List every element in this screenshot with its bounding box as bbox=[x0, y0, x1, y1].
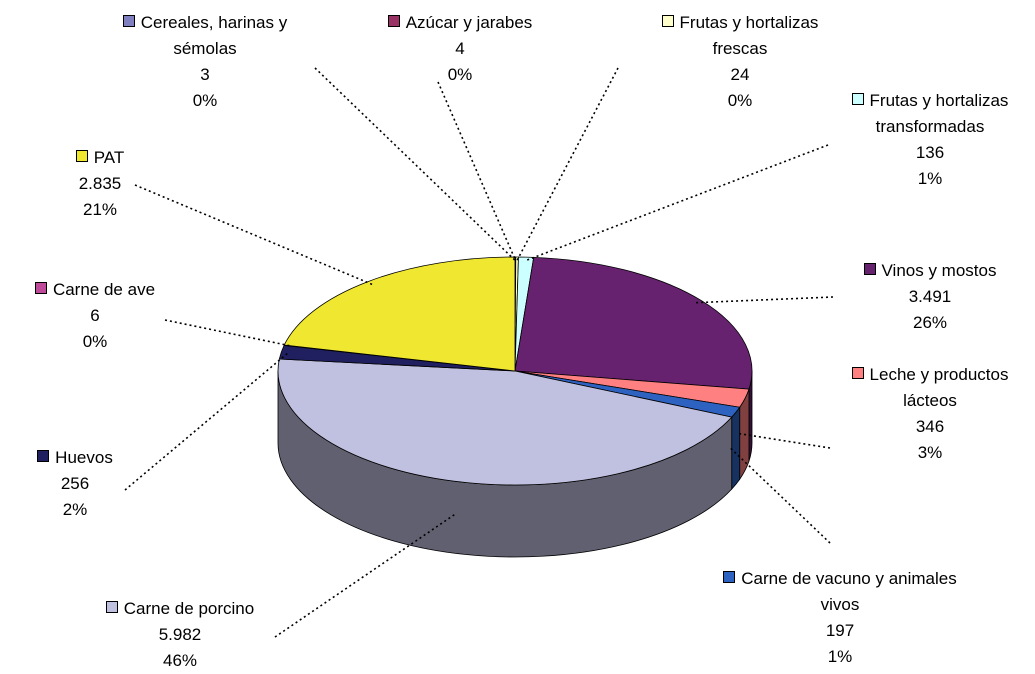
leader-line bbox=[124, 352, 289, 491]
legend-entry: Frutas y hortalizas transformadas bbox=[825, 88, 1035, 140]
data-label: Carne de vacuno y animales vivos 197 1% bbox=[720, 566, 960, 670]
data-label: Carne de ave 6 0% bbox=[5, 277, 185, 355]
value-label: 2.835 bbox=[78, 174, 122, 193]
value-label: 3.491 bbox=[908, 287, 952, 306]
leader-line bbox=[728, 446, 831, 544]
data-label: Frutas y hortalizas transformadas 136 1% bbox=[825, 88, 1035, 192]
slice bbox=[283, 256, 516, 372]
value-label: 24 bbox=[730, 65, 750, 84]
data-label: Vinos y mostos 3.491 26% bbox=[830, 258, 1030, 336]
legend-swatch bbox=[863, 263, 876, 275]
legend-entry: Carne de vacuno y animales vivos bbox=[720, 566, 960, 618]
percent-label: 2% bbox=[62, 500, 88, 519]
category-label: Frutas y hortalizas transformadas bbox=[869, 91, 1009, 136]
legend-swatch bbox=[851, 93, 864, 105]
leader-line bbox=[738, 432, 831, 449]
legend-entry: Frutas y hortalizas frescas bbox=[640, 10, 840, 62]
legend-swatch bbox=[723, 571, 736, 583]
legend-entry: Vinos y mostos bbox=[830, 258, 1030, 284]
percent-label: 21% bbox=[82, 200, 118, 219]
legend-entry: Huevos bbox=[0, 445, 150, 471]
leader-line bbox=[164, 319, 292, 347]
value-label: 5.982 bbox=[158, 625, 202, 644]
leader-line bbox=[274, 513, 457, 638]
leader-line bbox=[437, 81, 517, 261]
percent-label: 1% bbox=[827, 647, 853, 666]
value-label: 136 bbox=[915, 143, 945, 162]
percent-label: 1% bbox=[917, 169, 943, 188]
legend-swatch bbox=[34, 282, 47, 294]
slice bbox=[277, 358, 733, 486]
value-label: 4 bbox=[455, 39, 465, 58]
legend-swatch bbox=[387, 15, 400, 27]
data-label: Carne de porcino 5.982 46% bbox=[60, 596, 300, 674]
data-label: Frutas y hortalizas frescas 24 0% bbox=[640, 10, 840, 114]
legend-entry: Carne de ave bbox=[5, 277, 185, 303]
legend-entry: Leche y productos lácteos bbox=[825, 362, 1035, 414]
percent-label: 0% bbox=[447, 65, 473, 84]
data-label: Azúcar y jarabes 4 0% bbox=[360, 10, 560, 88]
legend-swatch bbox=[122, 15, 135, 27]
leader-line bbox=[525, 144, 829, 262]
category-label: Cereales, harinas y sémolas bbox=[140, 13, 288, 58]
value-label: 346 bbox=[915, 417, 945, 436]
legend-entry: Azúcar y jarabes bbox=[360, 10, 560, 36]
leader-line bbox=[516, 67, 619, 261]
data-label: Huevos 256 2% bbox=[0, 445, 150, 523]
percent-label: 26% bbox=[912, 313, 948, 332]
percent-label: 46% bbox=[162, 651, 198, 670]
category-label: Carne de ave bbox=[52, 280, 156, 299]
legend-swatch bbox=[105, 601, 118, 613]
legend-entry: Cereales, harinas y sémolas bbox=[105, 10, 305, 62]
percent-label: 0% bbox=[727, 91, 753, 110]
category-label: Leche y productos lácteos bbox=[869, 365, 1009, 410]
percent-label: 0% bbox=[82, 332, 108, 351]
legend-swatch bbox=[661, 15, 674, 27]
value-label: 256 bbox=[60, 474, 90, 493]
category-label: Carne de porcino bbox=[123, 599, 255, 618]
percent-label: 0% bbox=[192, 91, 218, 110]
percent-label: 3% bbox=[917, 443, 943, 462]
legend-swatch bbox=[851, 367, 864, 379]
slice bbox=[514, 256, 753, 390]
data-label: Leche y productos lácteos 346 3% bbox=[825, 362, 1035, 466]
legend-entry: Carne de porcino bbox=[60, 596, 300, 622]
category-label: PAT bbox=[93, 148, 125, 167]
legend-entry: PAT bbox=[10, 145, 190, 171]
legend-swatch bbox=[75, 150, 88, 162]
category-label: Vinos y mostos bbox=[881, 261, 997, 280]
leader-line bbox=[695, 296, 834, 304]
value-label: 197 bbox=[825, 621, 855, 640]
category-label: Huevos bbox=[55, 448, 113, 467]
data-label: PAT 2.835 21% bbox=[10, 145, 190, 223]
data-label: Cereales, harinas y sémolas 3 0% bbox=[105, 10, 305, 114]
value-label: 6 bbox=[90, 306, 100, 325]
category-label: Carne de vacuno y animales vivos bbox=[741, 569, 957, 614]
value-label: 3 bbox=[200, 65, 210, 84]
leader-line bbox=[314, 67, 516, 261]
category-label: Frutas y hortalizas frescas bbox=[679, 13, 819, 58]
slice-side bbox=[731, 405, 741, 491]
legend-swatch bbox=[37, 450, 50, 462]
category-label: Azúcar y jarabes bbox=[405, 13, 533, 32]
